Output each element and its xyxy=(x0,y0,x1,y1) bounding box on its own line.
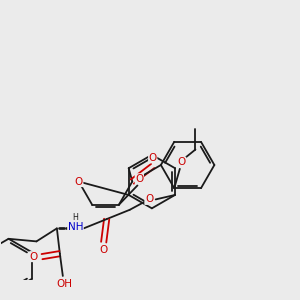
Text: OH: OH xyxy=(57,279,73,289)
Text: O: O xyxy=(178,157,186,167)
Text: O: O xyxy=(135,174,143,184)
Text: O: O xyxy=(30,252,38,262)
Text: O: O xyxy=(148,153,157,163)
Text: O: O xyxy=(75,177,83,187)
Text: O: O xyxy=(145,194,153,204)
Text: NH: NH xyxy=(68,221,83,232)
Text: H: H xyxy=(73,213,78,222)
Text: O: O xyxy=(100,245,108,255)
